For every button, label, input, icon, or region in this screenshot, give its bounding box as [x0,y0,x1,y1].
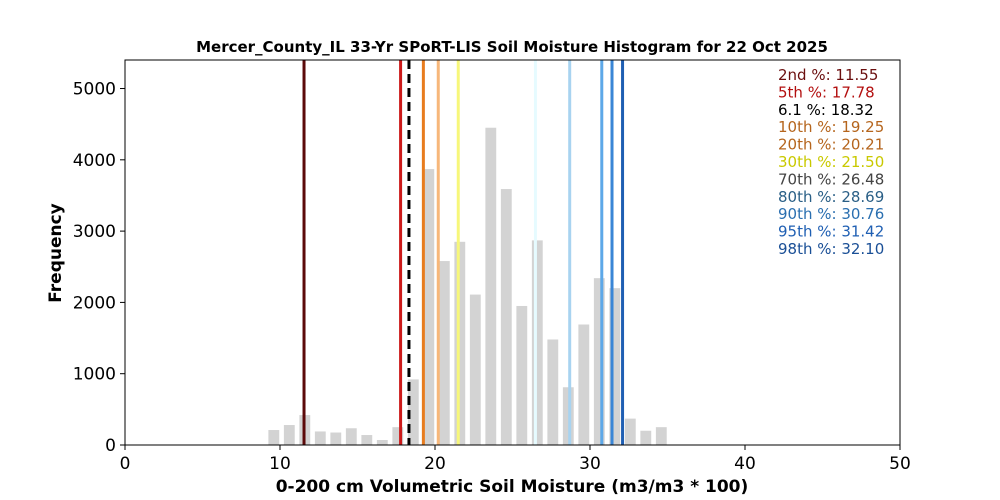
x-tick-label-1: 10 [269,454,291,474]
histogram-bar-5 [345,428,357,445]
histogram-bar-0 [268,430,280,445]
histogram-bar-12 [454,241,466,445]
legend-entry-5: 30th %: 21.50 [778,153,884,171]
legend-entry-8: 90th %: 30.76 [778,205,884,223]
legend-entry-1: 5th %: 17.78 [778,83,875,101]
histogram-bar-16 [516,305,528,445]
percentile-lines-layer [302,60,625,445]
y-tick-label-0: 0 [105,436,116,456]
legend-entry-6: 70th %: 26.48 [778,170,884,188]
histogram-bar-4 [330,432,342,445]
legend-entry-2: 6.1 %: 18.32 [778,101,874,119]
legend-entry-7: 80th %: 28.69 [778,188,884,206]
y-tick-label-2: 2000 [73,293,116,313]
y-tick-label-1: 1000 [73,365,116,385]
y-tick-label-3: 3000 [73,222,116,242]
histogram-bar-3 [314,431,326,445]
x-tick-label-5: 50 [889,454,911,474]
x-axis-label: 0-200 cm Volumetric Soil Moisture (m3/m3… [276,477,749,497]
x-tick-label-0: 0 [120,454,131,474]
x-tick-label-2: 20 [424,454,446,474]
x-axis-ticks: 0 10 20 30 40 50 [120,445,911,474]
histogram-bar-20 [578,324,590,445]
histogram-bar-21 [593,278,605,445]
histogram-bar-25 [655,427,667,445]
y-tick-label-4: 4000 [73,151,116,171]
legend-entry-10: 98th %: 32.10 [778,240,884,258]
histogram-bar-6 [361,435,373,445]
histogram-bar-10 [423,169,435,446]
histogram-bar-24 [640,430,652,445]
x-tick-label-3: 30 [579,454,601,474]
legend-entry-4: 20th %: 20.21 [778,136,884,154]
histogram-bar-11 [438,261,450,445]
histogram-bar-17 [531,240,543,445]
y-axis-label: Frequency [46,203,66,303]
histogram-bar-13 [469,294,481,445]
y-tick-label-5: 5000 [73,80,116,100]
histogram-bar-22 [609,288,621,445]
legend-entry-0: 2nd %: 11.55 [778,66,878,84]
histogram-bar-15 [500,189,512,445]
x-tick-label-4: 40 [734,454,756,474]
histogram-bar-23 [624,418,636,445]
legend-entry-9: 95th %: 31.42 [778,223,884,241]
chart-title: Mercer_County_IL 33-Yr SPoRT-LIS Soil Mo… [196,38,828,56]
histogram-bar-14 [485,127,497,446]
histogram-bar-18 [547,339,559,445]
plot-frame [124,59,901,446]
y-axis-ticks: 0 1000 2000 3000 4000 5000 [73,80,125,456]
histogram-bar-9 [407,379,419,445]
legend-entry-3: 10th %: 19.25 [778,118,884,136]
bars-layer [268,127,667,446]
histogram-bar-1 [283,425,295,445]
histogram-bar-8 [392,427,404,445]
histogram-bar-7 [376,440,388,445]
